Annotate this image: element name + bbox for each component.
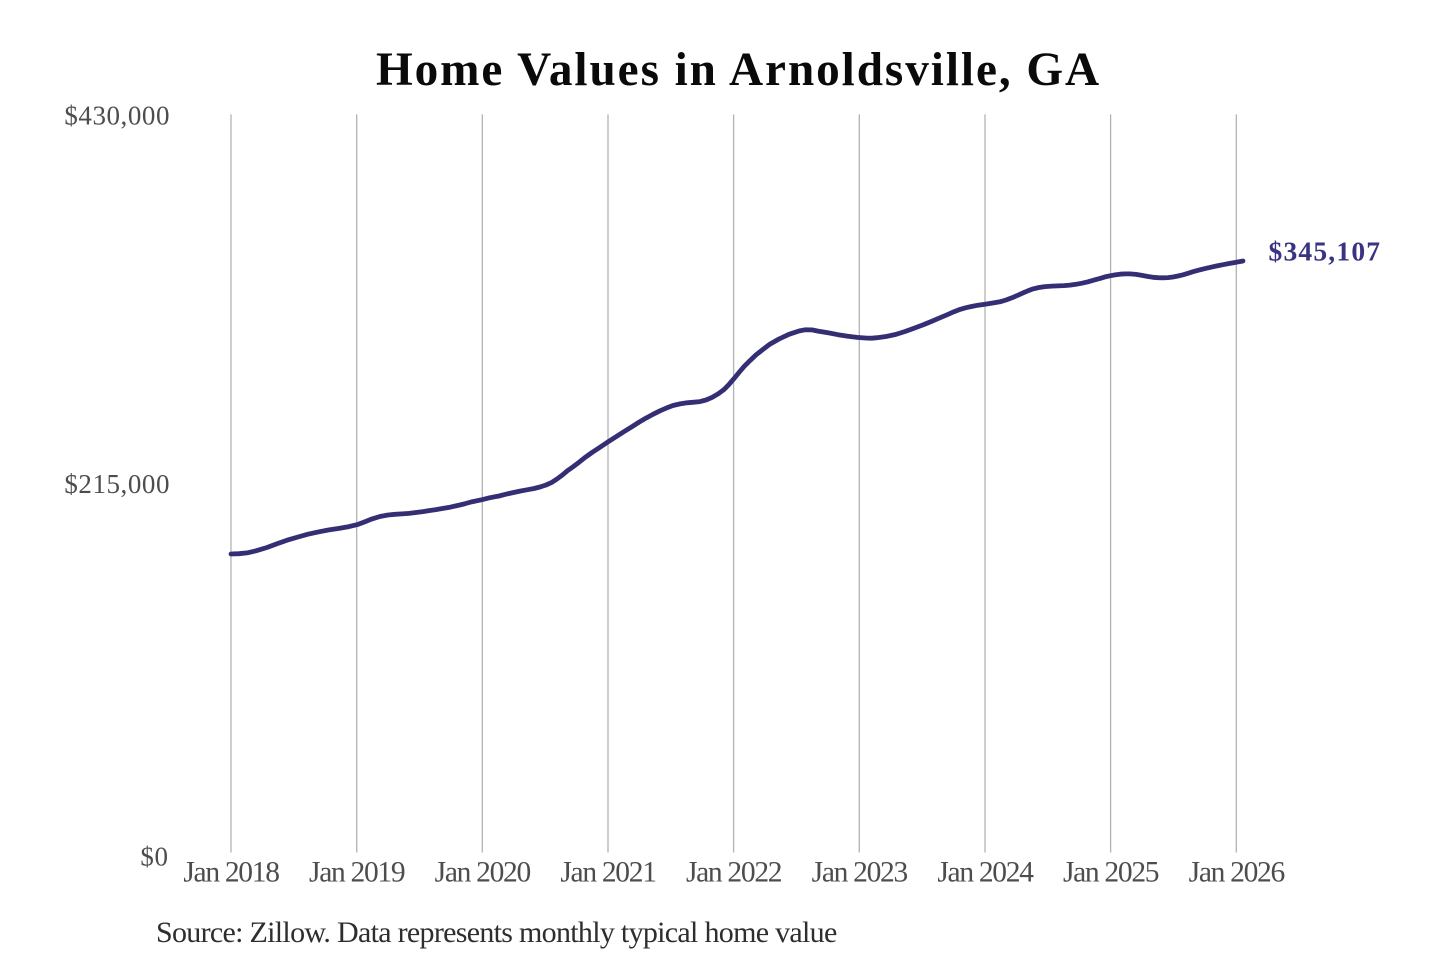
svg-text:Jan 2018: Jan 2018 <box>183 857 279 889</box>
svg-text:$215,000: $215,000 <box>64 469 170 499</box>
svg-text:Jan 2020: Jan 2020 <box>435 857 531 889</box>
svg-text:Jan 2024: Jan 2024 <box>937 857 1034 889</box>
svg-text:Home Values in Arnoldsville, G: Home Values in Arnoldsville, GA <box>376 44 1101 96</box>
svg-text:Jan 2022: Jan 2022 <box>686 857 782 889</box>
svg-text:Jan 2026: Jan 2026 <box>1189 857 1285 889</box>
svg-text:Jan 2023: Jan 2023 <box>812 857 908 889</box>
svg-text:$0: $0 <box>140 841 168 871</box>
svg-text:Jan 2019: Jan 2019 <box>309 857 405 889</box>
svg-text:$430,000: $430,000 <box>64 100 170 130</box>
svg-text:$345,107: $345,107 <box>1269 236 1382 267</box>
svg-text:Jan 2025: Jan 2025 <box>1063 857 1159 889</box>
svg-text:Source: Zillow. Data represent: Source: Zillow. Data represents monthly … <box>156 916 837 949</box>
svg-text:Jan 2021: Jan 2021 <box>560 857 655 889</box>
